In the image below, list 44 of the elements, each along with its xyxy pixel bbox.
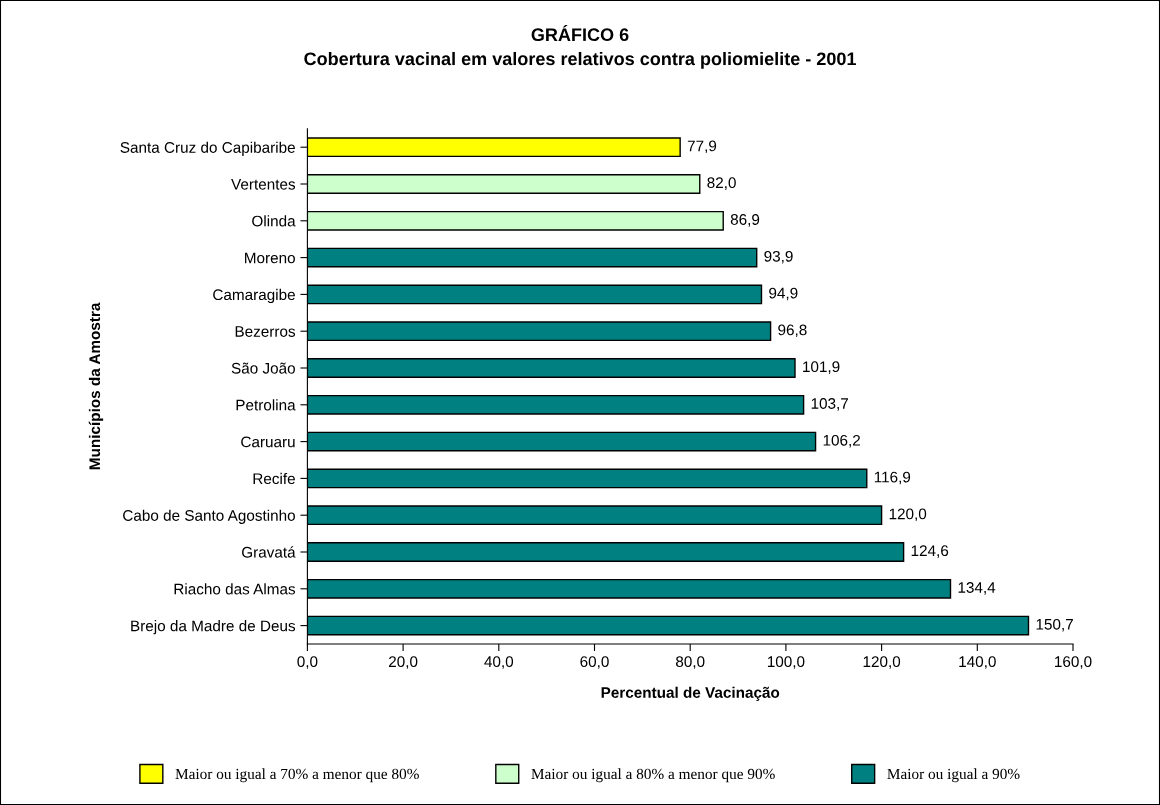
y-tick-label: Caruaru xyxy=(241,436,295,448)
x-axis-title: Percentual de Vacinação xyxy=(601,686,780,701)
y-tick-label: Riacho das Almas xyxy=(174,583,296,595)
x-tick-label: 40,0 xyxy=(484,656,514,669)
y-tick-label: Moreno xyxy=(245,252,295,264)
y-tick-label: Cabo de Santo Agostinho xyxy=(123,509,295,524)
data-label: 96,8 xyxy=(778,324,807,338)
legend-label: Maior ou igual a 70% a menor que 80% xyxy=(175,768,419,783)
y-tick-label: Recife xyxy=(253,472,295,485)
data-label: 103,7 xyxy=(811,398,849,411)
data-label: 82,0 xyxy=(707,177,736,190)
y-tick-label: São João xyxy=(231,362,295,374)
y-tick-label: Bezerros xyxy=(235,326,296,337)
y-tick-label: Olinda xyxy=(252,215,296,227)
y-tick-label: Gravatá xyxy=(242,546,296,558)
x-tick-label: 80,0 xyxy=(676,656,705,669)
y-tick-label: Vertentes xyxy=(231,179,296,190)
y-tick-label: Petrolina xyxy=(236,399,296,411)
data-label: 94,9 xyxy=(769,287,798,301)
y-axis-title: Municípios da Amostra xyxy=(88,302,104,470)
legend-label: Maior ou igual a 80% a menor que 90% xyxy=(531,768,775,783)
data-label: 120,0 xyxy=(889,508,927,522)
data-label: 77,9 xyxy=(687,140,717,154)
x-tick-label: 100,0 xyxy=(767,656,805,669)
data-label: 106,2 xyxy=(823,434,860,448)
chart-subtitle: Cobertura vacinal em valores relativos contra poliomielite - 2001 xyxy=(304,51,856,69)
data-label: 86,9 xyxy=(730,214,760,227)
data-label: 93,9 xyxy=(764,250,793,264)
data-label: 116,9 xyxy=(874,471,911,485)
y-tick-label: Santa Cruz do Capibaribe xyxy=(120,141,295,156)
data-label: 101,9 xyxy=(803,361,840,374)
x-tick-label: 160,0 xyxy=(1055,656,1092,669)
x-tick-label: 0,0 xyxy=(297,656,318,669)
y-tick-label: Camaragibe xyxy=(213,288,295,304)
x-tick-label: 20,0 xyxy=(389,656,418,669)
data-label: 124,6 xyxy=(911,545,949,558)
x-tick-label: 140,0 xyxy=(959,656,996,669)
legend-label: Maior ou igual a 90% xyxy=(887,768,1020,783)
y-tick-label: Brejo da Madre de Deus xyxy=(131,620,296,635)
data-label: 150,7 xyxy=(1036,618,1073,632)
data-label: 134,4 xyxy=(958,582,996,595)
x-tick-label: 60,0 xyxy=(580,656,609,669)
x-tick-label: 120,0 xyxy=(863,656,901,669)
chart-title: GRÁFICO 6 xyxy=(531,24,629,42)
